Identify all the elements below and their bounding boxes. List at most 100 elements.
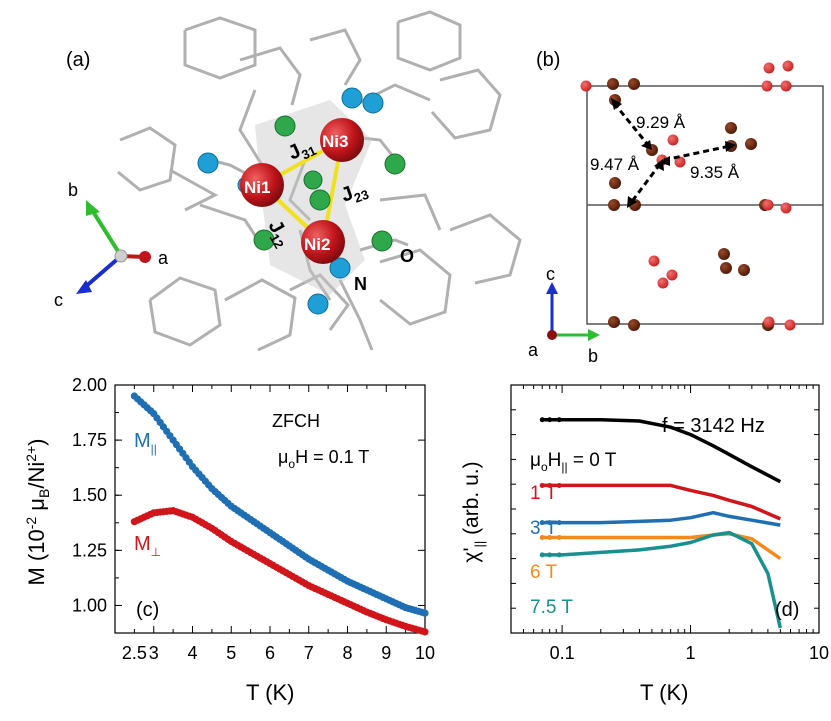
data-point <box>556 552 562 558</box>
lattice-atom-light <box>782 60 794 72</box>
data-point <box>556 535 562 541</box>
data-point <box>539 417 545 423</box>
field-label-0t: μoH|| = 0 T <box>530 450 617 474</box>
ylabel-ni: /Ni <box>24 462 49 489</box>
ylabel-mu: μ <box>24 498 49 517</box>
n-label: N <box>354 274 367 294</box>
ni3-atom <box>320 118 364 162</box>
b-arrowhead <box>588 329 600 341</box>
series-m-perp <box>130 507 429 636</box>
plot-c-xlabel: T (K) <box>246 680 294 705</box>
triad-origin <box>547 330 557 340</box>
field-mu-sub: o <box>541 460 548 474</box>
panel-d: 0.1 1 10 f = 3142 Hz μoH|| = 0 T 1 T 3 T 6… <box>460 384 829 705</box>
field-h-sub: || <box>561 460 567 474</box>
panel-b: (b) 9.29 Å 9.47 Å 9.35 Å c <box>528 49 824 366</box>
data-point <box>556 417 562 423</box>
o-atom <box>303 170 323 190</box>
annotation-zfch: ZFCH <box>272 411 320 431</box>
x-tick-label: 9 <box>381 643 391 663</box>
o-atom <box>309 189 331 211</box>
lattice-atom-light <box>666 269 678 281</box>
distance-label-1: 9.29 Å <box>636 113 686 132</box>
curve-3-T <box>542 510 781 527</box>
arrowhead <box>659 156 670 166</box>
series-label-perp-sub: ⊥ <box>151 545 161 559</box>
lattice-atom-dark <box>628 78 640 90</box>
y-tick-label: 1.00 <box>72 595 107 615</box>
field-mu: μ <box>530 450 541 471</box>
lattice-atom-dark <box>608 199 620 211</box>
distance-arrow-1 <box>612 102 650 146</box>
ylabel-chi-sub: || <box>472 541 487 548</box>
o-atom <box>253 229 275 251</box>
ni3-label: Ni3 <box>322 132 348 151</box>
lattice-atom-dark <box>608 316 620 328</box>
x-tick-label: 8 <box>342 643 352 663</box>
data-point <box>539 520 545 526</box>
arrowhead <box>627 196 637 208</box>
axis-triad-b: c b a <box>528 264 600 366</box>
x-tick-label: 10 <box>809 643 829 663</box>
data-point <box>556 520 562 526</box>
a-axis-label: a <box>158 248 169 268</box>
curve-1-T <box>542 483 781 521</box>
c-axis-label: c <box>54 290 63 310</box>
ylabel-part: M (10 <box>24 529 49 585</box>
ylabel-close: ) <box>24 438 49 445</box>
field-label-6t: 6 T <box>530 562 558 583</box>
lattice-atom-dark <box>720 262 732 274</box>
curve-7-5-T <box>542 530 783 629</box>
b-arrowhead <box>86 200 100 216</box>
ni2-label: Ni2 <box>304 235 330 254</box>
n-atom <box>341 87 363 109</box>
panel-a-label: (a) <box>66 49 90 71</box>
c-arrowhead <box>546 282 558 294</box>
lattice-atom-light <box>674 156 686 168</box>
panel-a: (a) <box>54 10 522 352</box>
panel-c-label: (c) <box>136 599 159 621</box>
lattice-atom-light <box>580 80 592 92</box>
distance-arrow-3 <box>628 163 662 205</box>
j12-sub: 12 <box>267 231 287 251</box>
triad-origin <box>114 249 128 263</box>
n-atom <box>307 293 329 315</box>
x-tick-label: 2.5 <box>122 643 147 663</box>
arrowhead <box>641 140 652 150</box>
n-atom <box>329 257 351 279</box>
lattice-atom-light <box>667 134 679 146</box>
data-point <box>547 552 553 558</box>
x-tick-label: 7 <box>304 643 314 663</box>
lattice-atom-light <box>648 255 660 267</box>
series-label-par-m: M <box>134 430 151 452</box>
j31-sub: 31 <box>299 143 318 163</box>
lattice-atom-light <box>780 80 792 92</box>
distance-arrow-2 <box>663 144 731 162</box>
data-point <box>556 482 562 488</box>
series-m-parallel <box>130 392 429 617</box>
panel-b-label: (b) <box>536 49 560 71</box>
b-axis-label: b <box>68 180 78 200</box>
o-atom <box>371 230 393 252</box>
c-axis-arrow <box>82 254 123 290</box>
data-point <box>547 535 553 541</box>
data-point <box>547 520 553 526</box>
distance-arrowheads <box>611 98 736 208</box>
data-point <box>421 609 429 617</box>
ylabel-rest: (arb. u.) <box>460 461 483 540</box>
arrowhead <box>654 159 664 171</box>
c-axis-label: c <box>546 264 555 284</box>
mu-sub: o <box>288 457 295 471</box>
o-atom <box>384 153 406 175</box>
y-tick-label: 1.50 <box>72 485 107 505</box>
plot-c-ylabel: M (10-2 μB/Ni2+) <box>23 438 52 585</box>
lattice-atom-light <box>657 277 669 289</box>
field-label-3t: 3 T <box>530 518 558 539</box>
panel-d-label: (d) <box>775 599 799 621</box>
data-point <box>421 628 429 636</box>
n-atom <box>197 152 219 174</box>
x-tick-label: 4 <box>187 643 197 663</box>
y-tick-label: 1.25 <box>72 540 107 560</box>
lattice-atom-dark <box>628 319 640 331</box>
ni1-atom <box>240 163 284 207</box>
